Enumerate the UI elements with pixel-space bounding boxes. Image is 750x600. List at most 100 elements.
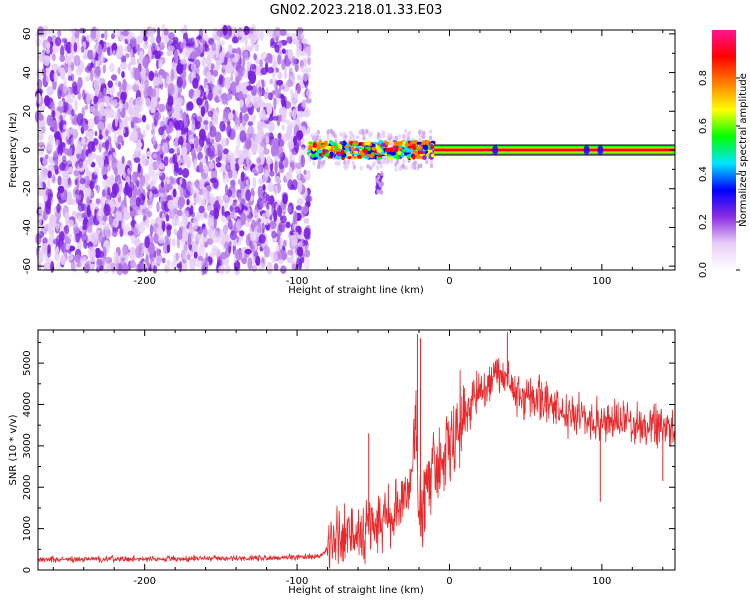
spectrogram-cell [152, 188, 159, 195]
spectrogram-cell [173, 49, 179, 63]
spectrogram-cell [371, 162, 375, 168]
snr-y-tick-label: 4000 [22, 392, 33, 417]
spectrogram-cell [258, 177, 264, 185]
spectrogram-cell [397, 133, 402, 139]
spectrogram-cell [109, 62, 115, 73]
spectrogram-cell [183, 111, 187, 122]
spectrogram-cell [359, 150, 363, 156]
spectrogram-cell [207, 238, 214, 246]
spectrogram-cell [146, 262, 151, 268]
spectrogram-cell [268, 121, 275, 132]
spectrogram-cell [386, 136, 390, 142]
spectrogram-cell [145, 97, 151, 108]
spectrogram-cell [49, 101, 56, 112]
snr-x-tick-label: -200 [133, 576, 156, 587]
spectrogram-cell [98, 134, 104, 140]
spectrogram-cell [229, 230, 237, 241]
spectrogram-cell [197, 255, 204, 262]
spectrogram-cell [46, 42, 51, 50]
spectrogram-cell [198, 28, 204, 41]
spectrogram-cell [43, 25, 49, 37]
spectrogram-cell [44, 223, 52, 231]
spectrogram-cell [107, 80, 113, 88]
spectrogram-cell [51, 119, 58, 130]
spectrogram-cell [423, 144, 429, 151]
spectrogram-cell [302, 69, 309, 82]
spectrogram-cell [275, 244, 280, 254]
spectrogram-cell [276, 79, 284, 86]
spectrogram-cell [75, 140, 82, 152]
spectrogram-cell [129, 195, 137, 209]
spectrogram-cell [133, 150, 140, 158]
spectrogram-cell [257, 158, 261, 165]
spectrogram-cell [265, 193, 270, 202]
spectrogram-cell [78, 158, 83, 168]
spectrogram-cell [176, 119, 185, 131]
spectrogram-cell [69, 198, 76, 206]
spectrogram-cell [152, 265, 158, 274]
spectrogram-cell [228, 240, 232, 247]
spectrogram-cell [141, 67, 147, 75]
spectrogram-cell [195, 261, 203, 268]
spectrogram-cell [303, 227, 311, 239]
spectrogram-cell [183, 210, 190, 220]
spectrogram-cell [343, 159, 347, 165]
spectrogram-cell [347, 156, 352, 160]
spectrogram-cell [260, 199, 267, 208]
spectrogram-cell [204, 165, 209, 175]
spectrogram-cell [70, 137, 74, 146]
spectrogram-cell [133, 67, 141, 81]
spectrogram-cell [401, 163, 405, 169]
spectrogram-cell [85, 166, 89, 177]
spectrogram-cell [254, 43, 259, 52]
spectrogram-cell [233, 70, 239, 78]
spectrogram-cell [238, 91, 244, 100]
spectrogram-cell [356, 155, 362, 159]
spectrogram-cell [265, 209, 271, 218]
spectrogram-cell [308, 141, 313, 145]
spectrogram-cell [378, 182, 382, 188]
spectrogram-cell [151, 88, 157, 98]
spectrogram-cell [100, 33, 105, 39]
spectrogram-cell [77, 193, 82, 201]
spectrogram-cell [247, 33, 254, 40]
spectrogram-cell [86, 220, 93, 233]
snr-y-tick-label: 3000 [22, 433, 33, 458]
spectrogram-cell [67, 75, 73, 81]
spectrogram-cell [288, 166, 293, 178]
spectrogram-cell [324, 152, 330, 157]
spectrogram-cell [194, 135, 199, 149]
spectrogram-cell [105, 227, 112, 239]
spectrogram-cell [64, 211, 70, 223]
spectrogram-cell [116, 47, 122, 60]
spectrogram-cell [287, 48, 293, 60]
spectrogram-y-tick-label: -40 [22, 219, 33, 235]
spectrogram-cell [219, 120, 226, 132]
spectrogram-cell [221, 205, 225, 217]
spectrogram-cell [39, 165, 46, 171]
spectrogram-cell [295, 162, 303, 169]
spectrogram-y-tick-label: -60 [22, 258, 33, 274]
spectrogram-cell [53, 71, 58, 83]
spectrogram-cell [224, 34, 230, 40]
spectrogram-cell [406, 136, 410, 142]
spectrogram-cell [45, 95, 50, 103]
spectrogram-cell [422, 130, 426, 136]
spectrogram-cell [82, 224, 87, 231]
spectrogram-cell [42, 237, 48, 245]
spectrogram-cell [97, 156, 105, 169]
spectrogram-cell [362, 135, 366, 141]
spectrogram-cell [306, 89, 312, 98]
spectrogram-cell [69, 35, 76, 45]
spectrogram-cell [307, 57, 311, 66]
spectrogram-cell [175, 252, 179, 261]
spectrogram-cell [182, 168, 190, 178]
spectrogram-cell [97, 44, 103, 57]
spectrogram-cell [38, 114, 44, 121]
spectrogram-cell [340, 149, 345, 155]
spectrogram-cell [364, 156, 370, 160]
spectrogram-cell [107, 186, 111, 196]
spectrogram-cell [119, 122, 124, 129]
spectrogram-cell [133, 157, 141, 163]
spectrogram-cell [299, 146, 306, 158]
